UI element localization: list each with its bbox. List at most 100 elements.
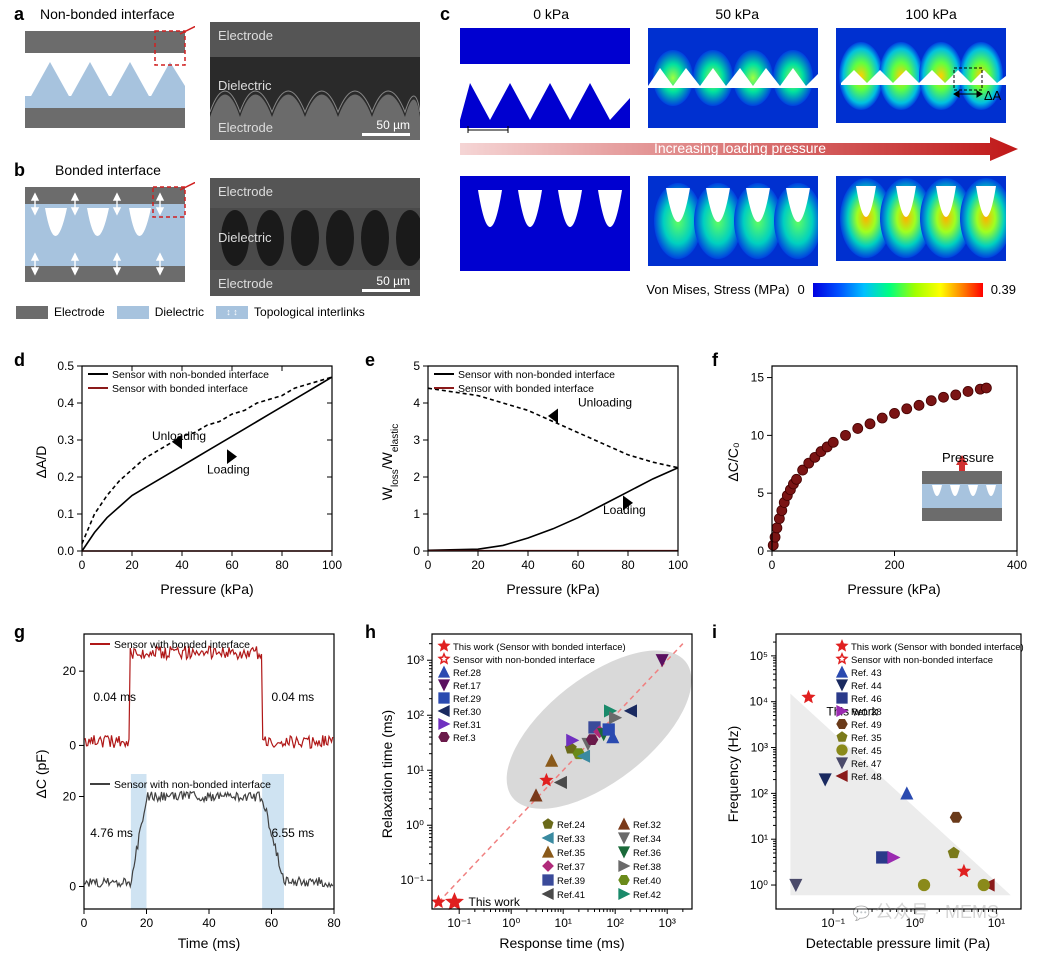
svg-text:Ref.24: Ref.24 [557, 820, 585, 831]
svg-text:Ref.38: Ref.38 [633, 862, 661, 873]
svg-text:5: 5 [413, 359, 420, 373]
svg-text:Ref. 48: Ref. 48 [851, 772, 882, 783]
chart-e-ylabel: Wloss/Welastic [379, 424, 401, 500]
panel-c: 0 kPa 50 kPa 100 kPa D [460, 6, 1030, 297]
watermark: 💬 公众号 · MEMS [853, 898, 999, 924]
svg-text:60: 60 [571, 558, 585, 572]
svg-text:10⁰: 10⁰ [502, 916, 520, 930]
panel-a-schematic [25, 26, 195, 136]
svg-text:80: 80 [275, 558, 289, 572]
sem-a-label2: Dielectric [218, 78, 271, 93]
panel-label-i: i [712, 622, 717, 643]
svg-text:100: 100 [322, 558, 342, 572]
svg-text:0.1: 0.1 [57, 507, 74, 521]
figure-root: a b c d e f g h i Non-bonded interface E… [0, 0, 1039, 974]
svg-text:20: 20 [140, 916, 154, 930]
c-D-label: D [484, 132, 493, 133]
sem-b-label1: Electrode [218, 184, 273, 199]
svg-text:Ref.33: Ref.33 [557, 834, 585, 845]
svg-text:80: 80 [621, 558, 635, 572]
svg-text:Sensor with bonded interface: Sensor with bonded interface [458, 383, 594, 395]
legend-electrode: Electrode [54, 305, 105, 319]
sem-a-label1: Electrode [218, 28, 273, 43]
c-cbar-min: 0 [797, 282, 804, 297]
svg-text:0: 0 [769, 558, 776, 572]
svg-text:Ref.28: Ref.28 [453, 668, 481, 679]
svg-text:Loading: Loading [207, 462, 250, 476]
svg-text:Ref.39: Ref.39 [557, 876, 585, 887]
svg-text:Ref.29: Ref.29 [453, 694, 481, 705]
svg-text:0: 0 [757, 544, 764, 558]
svg-text:Ref. 49: Ref. 49 [851, 720, 882, 731]
svg-text:This work (Sensor with bonded: This work (Sensor with bonded interface) [453, 642, 626, 653]
c-nb-0: D [460, 28, 630, 133]
svg-text:10⁴: 10⁴ [749, 695, 768, 709]
c-cbar-max: 0.39 [991, 282, 1016, 297]
svg-text:10¹: 10¹ [555, 916, 572, 930]
svg-text:Ref.3: Ref.3 [453, 733, 476, 744]
chart-i-xlabel: Detectable pressure limit (Pa) [806, 935, 990, 951]
sem-b-label3: Electrode [218, 276, 273, 291]
svg-text:60: 60 [225, 558, 239, 572]
svg-text:This work: This work [468, 895, 520, 909]
svg-text:0.5: 0.5 [57, 359, 74, 373]
svg-text:10²: 10² [751, 786, 768, 800]
svg-text:Ref. 43: Ref. 43 [851, 668, 882, 679]
sem-a-label3: Electrode [218, 120, 273, 135]
c-pressure-1: 50 kPa [715, 6, 759, 22]
svg-text:Ref. 35: Ref. 35 [851, 733, 882, 744]
svg-text:0.2: 0.2 [57, 470, 74, 484]
svg-text:10⁰: 10⁰ [750, 878, 768, 892]
chart-d: 0204060801000.00.10.20.30.40.5Sensor wit… [30, 352, 350, 602]
panel-label-c: c [440, 4, 450, 25]
svg-text:Sensor with non-bonded interfa: Sensor with non-bonded interface [114, 779, 271, 791]
panel-label-f: f [712, 350, 718, 371]
svg-text:20: 20 [471, 558, 485, 572]
svg-text:Ref.42: Ref.42 [633, 890, 661, 901]
c-nb-100: ΔA [836, 28, 1006, 133]
panel-a-sem: Electrode Dielectric Electrode 50 µm [210, 22, 420, 140]
svg-text:4: 4 [413, 396, 420, 410]
chart-f-annot: Pressure [942, 450, 994, 465]
chart-f-xlabel: Pressure (kPa) [847, 581, 940, 597]
svg-text:Ref.30: Ref.30 [453, 707, 481, 718]
svg-text:60: 60 [265, 916, 279, 930]
sem-b-label2: Dielectric [218, 230, 271, 245]
svg-text:100: 100 [668, 558, 688, 572]
panel-label-a: a [14, 4, 24, 25]
svg-text:Ref.35: Ref.35 [557, 848, 585, 859]
svg-text:10³: 10³ [407, 653, 424, 667]
panel-label-d: d [14, 350, 25, 371]
c-pressure-2: 100 kPa [905, 6, 956, 22]
svg-text:Sensor with bonded interface: Sensor with bonded interface [112, 383, 248, 395]
sem-a-scale-text: 50 µm [376, 118, 410, 132]
schematic-legend: Electrode Dielectric ↕ ↕ Topological int… [16, 305, 365, 319]
chart-g-ylabel: ΔC (pF) [33, 749, 49, 798]
legend-dielectric: Dielectric [155, 305, 204, 319]
svg-text:Ref.17: Ref.17 [453, 681, 481, 692]
chart-g-xlabel: Time (ms) [178, 935, 240, 951]
svg-text:0: 0 [69, 880, 76, 894]
svg-text:0.3: 0.3 [57, 433, 74, 447]
svg-text:5: 5 [757, 486, 764, 500]
svg-text:0.04 ms: 0.04 ms [272, 690, 315, 704]
panel-label-e: e [365, 350, 375, 371]
svg-text:200: 200 [884, 558, 904, 572]
svg-text:1: 1 [413, 507, 420, 521]
svg-text:10¹: 10¹ [751, 832, 768, 846]
sem-a-scale-bar [362, 133, 410, 136]
svg-text:10²: 10² [607, 916, 624, 930]
svg-text:0.0: 0.0 [57, 544, 74, 558]
svg-text:0.4: 0.4 [57, 396, 74, 410]
svg-text:10¹: 10¹ [407, 763, 424, 777]
svg-text:40: 40 [202, 916, 216, 930]
svg-text:10⁻¹: 10⁻¹ [821, 916, 845, 930]
panel-label-h: h [365, 622, 376, 643]
svg-text:Sensor with non-bonded interfa: Sensor with non-bonded interface [851, 655, 993, 666]
chart-d-ylabel: ΔA/D [33, 446, 49, 479]
svg-text:3: 3 [413, 433, 420, 447]
c-colorbar [813, 283, 983, 297]
svg-text:Ref.34: Ref.34 [633, 834, 661, 845]
svg-text:Ref.31: Ref.31 [453, 720, 481, 731]
svg-text:0: 0 [413, 544, 420, 558]
